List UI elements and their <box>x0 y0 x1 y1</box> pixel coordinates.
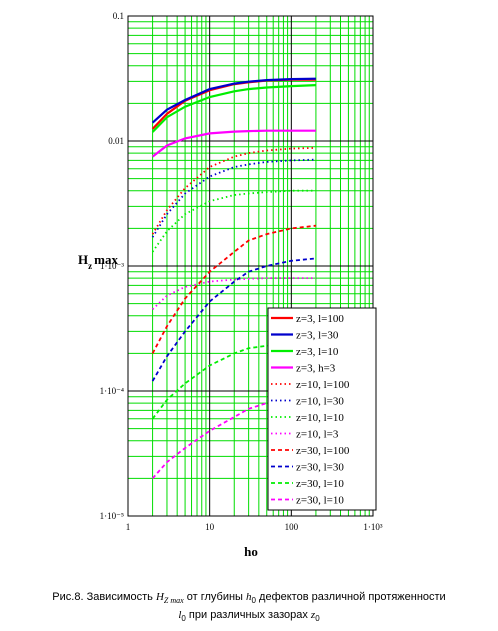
caption-h0-sub: 0 <box>251 596 256 606</box>
caption-rest: дефектов различной протяженности <box>255 591 446 603</box>
series-line-5 <box>151 147 316 235</box>
caption-line-2: l0 при различных зазорах z0 <box>0 608 498 626</box>
x-axis-label: ho <box>244 544 258 559</box>
x-tick-label: 1 <box>126 522 131 532</box>
x-tick-label: 10 <box>205 522 215 532</box>
legend-entry-label: z=10, l=100 <box>296 379 350 391</box>
y-tick-label: 0.01 <box>108 136 124 146</box>
x-tick-label: 1·10³ <box>363 522 382 532</box>
legend-entry-label: z=3, l=30 <box>296 330 339 342</box>
legend-entry-label: z=30, l=30 <box>296 462 344 474</box>
caption-z0-sub: 0 <box>315 614 320 624</box>
caption-prefix: Рис.8. Зависимость <box>52 591 156 603</box>
chart-tick-labels: 1 10 100 1·10³ 0.1 0.01 1·10⁻³ 1·10⁻⁴ 1·10⁻⁵ <box>100 11 383 532</box>
legend-entry-label: z=10, l=3 <box>296 429 339 441</box>
legend-box <box>267 307 377 511</box>
caption-h-symbol: H <box>155 591 164 603</box>
chart-legend: z=3, l=100 z=3, l=30 z=3, l=10 z=3, h=3 z=10… <box>267 307 377 511</box>
legend-entry-label: z=30, l=10 <box>296 495 344 507</box>
caption-line-1: Рис.8. Зависимость HZ max от глубины h0 … <box>0 590 498 608</box>
legend-entry-label: z=30, l=100 <box>296 445 350 457</box>
y-tick-label: 1·10⁻⁴ <box>100 386 124 396</box>
chart: 1 10 100 1·10³ 0.1 0.01 1·10⁻³ 1·10⁻⁴ 1·10⁻⁵ z=3… <box>78 11 383 559</box>
plot-frame <box>127 15 374 517</box>
y-tick-label: 1·10⁻⁵ <box>100 511 124 521</box>
series-line-4 <box>151 129 316 158</box>
y-tick-label: 1·10⁻³ <box>100 261 124 271</box>
legend-entry-label: z=3, l=10 <box>296 346 339 358</box>
caption-z0-symbol: z <box>310 609 316 622</box>
y-axis-label-sub: z <box>88 261 92 271</box>
series-line-6 <box>151 158 316 238</box>
figure-caption: Рис.8. Зависимость HZ max от глубины h0 … <box>0 590 498 626</box>
caption-h-sub: Z max <box>163 596 184 606</box>
legend-entry-label: z=10, l=10 <box>296 412 344 424</box>
legend-entry-label: z=3, h=3 <box>296 363 336 375</box>
y-axis-label-rest: max <box>94 252 118 267</box>
legend-entry-label: z=3, l=100 <box>296 313 344 325</box>
legend-entry-label: z=30, l=10 <box>296 478 344 490</box>
y-axis-label-main: H <box>78 252 88 267</box>
series-line-2 <box>151 77 316 124</box>
y-axis-label: Hz max <box>78 252 118 271</box>
caption-l0-sub: 0 <box>181 614 186 624</box>
caption-h0-symbol: h <box>246 591 252 603</box>
chart-series <box>151 77 316 479</box>
caption-line2-mid: при различных зазорах <box>185 609 311 622</box>
y-tick-label: 0.1 <box>113 11 124 21</box>
x-tick-label: 100 <box>285 522 299 532</box>
caption-mid: от глубины <box>183 591 247 603</box>
legend-entry-label: z=10, l=30 <box>296 396 344 408</box>
series-line-10 <box>151 257 316 382</box>
caption-l0-symbol: l <box>178 609 182 622</box>
series-line-3 <box>151 84 316 133</box>
